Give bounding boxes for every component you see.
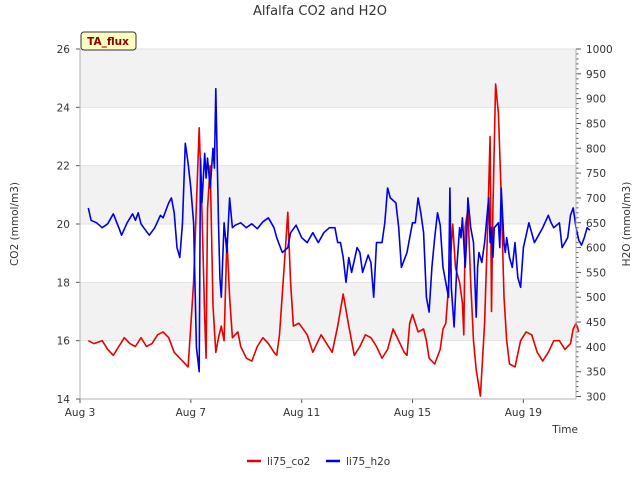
right-tick-label: 550 bbox=[586, 267, 606, 279]
plot-lines bbox=[87, 83, 591, 397]
x-tick-label: Aug 15 bbox=[394, 407, 431, 419]
right-tick-label: 400 bbox=[586, 342, 606, 354]
right-tick-label: 750 bbox=[586, 168, 606, 180]
x-tick-label: Aug 11 bbox=[283, 407, 320, 419]
right-tick-label: 300 bbox=[586, 392, 606, 404]
legend-label-co2: li75_co2 bbox=[267, 456, 310, 468]
legend-label-h2o: li75_h2o bbox=[346, 456, 390, 468]
right-tick-label: 700 bbox=[586, 193, 606, 205]
x-axis-label: Time bbox=[551, 424, 578, 436]
right-tick-label: 900 bbox=[586, 94, 606, 106]
grid-band bbox=[80, 282, 576, 341]
left-tick-label: 24 bbox=[57, 102, 71, 114]
x-axis-ticks: Aug 3 Aug 7 Aug 11 Aug 15 Aug 19 bbox=[65, 399, 542, 419]
x-tick-label: Aug 3 bbox=[65, 407, 96, 419]
left-axis-ticks: 14 16 18 20 22 24 26 bbox=[57, 44, 80, 406]
right-tick-label: 600 bbox=[586, 243, 606, 255]
badge-label: TA_flux bbox=[87, 36, 129, 48]
right-tick-label: 500 bbox=[586, 292, 606, 304]
right-tick-label: 800 bbox=[586, 143, 606, 155]
legend: li75_co2 li75_h2o bbox=[247, 456, 390, 468]
left-tick-label: 14 bbox=[57, 394, 71, 406]
right-tick-label: 950 bbox=[586, 69, 606, 81]
x-tick-label: Aug 19 bbox=[505, 407, 542, 419]
badge-box bbox=[80, 31, 137, 51]
right-tick-label: 1000 bbox=[586, 44, 613, 56]
left-tick-label: 26 bbox=[57, 44, 71, 56]
chart-title: Alfalfa CO2 and H2O bbox=[253, 4, 387, 19]
left-tick-label: 16 bbox=[57, 336, 71, 348]
left-tick-label: 20 bbox=[57, 219, 70, 231]
grid-band bbox=[80, 49, 576, 108]
right-tick-label: 350 bbox=[586, 367, 606, 379]
ta-flux-badge: TA_flux bbox=[80, 31, 137, 51]
left-tick-label: 18 bbox=[57, 277, 70, 289]
right-axis-label: H2O (mmol/m3) bbox=[621, 182, 633, 267]
x-tick-label: Aug 7 bbox=[176, 407, 207, 419]
left-axis-label: CO2 (mmol/m3) bbox=[9, 182, 21, 266]
left-tick-label: 22 bbox=[57, 161, 70, 173]
right-tick-label: 850 bbox=[586, 118, 606, 130]
series-line-li75_h2o bbox=[87, 87, 591, 373]
right-tick-label: 450 bbox=[586, 317, 606, 329]
right-tick-label: 650 bbox=[586, 218, 606, 230]
